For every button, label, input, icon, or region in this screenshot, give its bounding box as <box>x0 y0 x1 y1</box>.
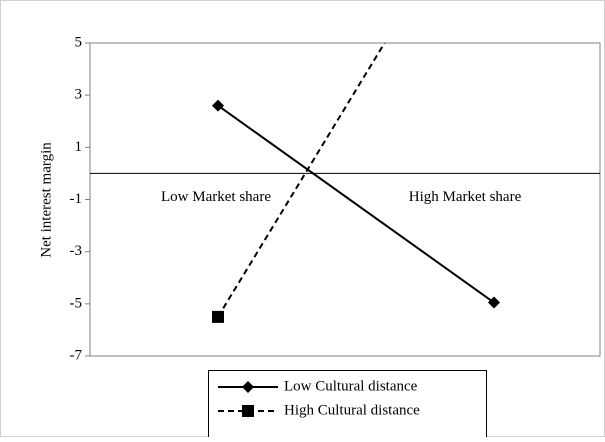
y-tick-label: -7 <box>70 347 83 363</box>
x-tick-label: Low Market share <box>161 189 271 205</box>
marker <box>242 381 254 393</box>
series-group <box>212 43 500 323</box>
y-tick-label: -1 <box>70 191 83 207</box>
y-tick-label: -5 <box>70 295 83 311</box>
marker <box>242 405 254 417</box>
marker <box>212 310 224 323</box>
marker <box>212 99 224 112</box>
legend <box>208 370 487 441</box>
series-line <box>217 104 495 304</box>
marker <box>488 296 500 309</box>
series-line <box>217 43 386 318</box>
legend-label: Low Cultural distance <box>284 378 418 394</box>
legend-label: High Cultural distance <box>284 402 420 418</box>
y-tick-label: 5 <box>75 34 83 50</box>
y-tick-label: 3 <box>75 87 83 103</box>
x-tick-label: High Market share <box>409 189 522 205</box>
y-tick-label: -3 <box>70 243 83 259</box>
y-tick-label: 1 <box>75 139 83 155</box>
y-axis-label: Net interest margin <box>38 142 54 258</box>
